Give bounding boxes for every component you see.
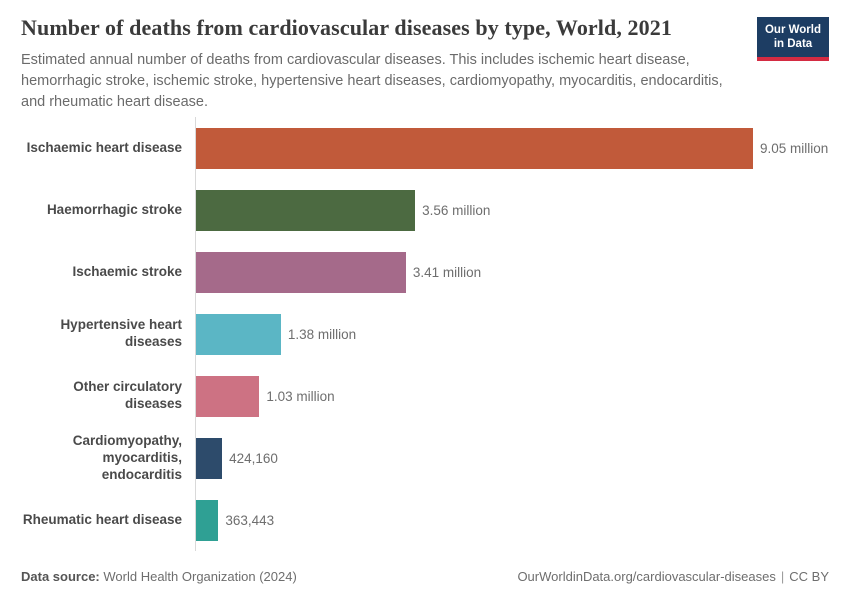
chart-footer: Data source: World Health Organization (… xyxy=(21,561,829,600)
owid-logo-line1: Our World xyxy=(764,24,821,36)
bar-track: 424,160 xyxy=(195,427,829,490)
bar-track: 1.03 million xyxy=(195,365,829,428)
category-label: Rheumatic heart disease xyxy=(22,511,182,527)
bar[interactable] xyxy=(196,437,223,479)
value-label: 3.41 million xyxy=(412,264,482,280)
bar-track: 9.05 million xyxy=(195,117,829,180)
bar[interactable] xyxy=(196,375,260,417)
credit-line: OurWorldinData.org/cardiovascular-diseas… xyxy=(517,569,829,584)
data-source: Data source: World Health Organization (… xyxy=(21,569,297,584)
category-label: Ischaemic heart disease xyxy=(26,139,182,155)
value-label: 9.05 million xyxy=(760,140,829,156)
bar-row: Rheumatic heart disease 363,443 xyxy=(21,489,829,552)
owid-logo-line2: in Data xyxy=(773,38,813,51)
category-label: Other circulatory diseases xyxy=(73,379,182,412)
bar-row: Cardiomyopathy, myocarditis, endocarditi… xyxy=(21,427,829,490)
license-badge: CC BY xyxy=(789,569,829,584)
owid-url-link[interactable]: OurWorldinData.org/cardiovascular-diseas… xyxy=(517,569,776,584)
value-label: 1.03 million xyxy=(266,388,335,404)
bar-rows: Ischaemic heart disease 9.05 million Haemo… xyxy=(21,117,829,552)
bar-row: Hypertensive heart diseases 1.38 million xyxy=(21,303,829,366)
bar-row: Ischaemic stroke 3.41 million xyxy=(21,241,829,304)
category-label: Haemorrhagic stroke xyxy=(46,201,182,217)
bar[interactable] xyxy=(196,499,219,541)
bar[interactable] xyxy=(196,251,406,293)
bar-track: 3.56 million xyxy=(195,179,829,242)
bar[interactable] xyxy=(196,313,281,355)
chart-subtitle: Estimated annual number of deaths from c… xyxy=(21,52,723,110)
bar-row: Haemorrhagic stroke 3.56 million xyxy=(21,179,829,242)
category-label: Ischaemic stroke xyxy=(72,263,182,279)
data-source-value: World Health Organization (2024) xyxy=(103,569,297,584)
bar-track: 1.38 million xyxy=(195,303,829,366)
bar[interactable] xyxy=(196,127,753,169)
value-label: 1.38 million xyxy=(287,326,357,342)
bar-row: Other circulatory diseases 1.03 million xyxy=(21,365,829,428)
value-label: 3.56 million xyxy=(422,202,491,218)
data-source-label: Data source: xyxy=(21,569,100,584)
category-label: Hypertensive heart diseases xyxy=(60,317,182,350)
bar-track: 363,443 xyxy=(195,489,829,552)
value-label: 424,160 xyxy=(229,450,278,466)
footer-separator: | xyxy=(780,569,785,584)
owid-logo: Our World in Data xyxy=(757,17,829,61)
bar-track: 3.41 million xyxy=(195,241,829,304)
heading-block: Number of deaths from cardiovascular dis… xyxy=(21,15,731,112)
category-label: Cardiomyopathy, myocarditis, endocarditi… xyxy=(72,432,182,482)
bar[interactable] xyxy=(196,189,416,231)
bar-chart: Ischaemic heart disease 9.05 million Haemo… xyxy=(21,117,829,561)
page-title: Number of deaths from cardiovascular dis… xyxy=(21,15,672,40)
bar-row: Ischaemic heart disease 9.05 million xyxy=(21,117,829,180)
chart-header: Number of deaths from cardiovascular dis… xyxy=(21,15,829,112)
value-label: 363,443 xyxy=(225,512,275,528)
